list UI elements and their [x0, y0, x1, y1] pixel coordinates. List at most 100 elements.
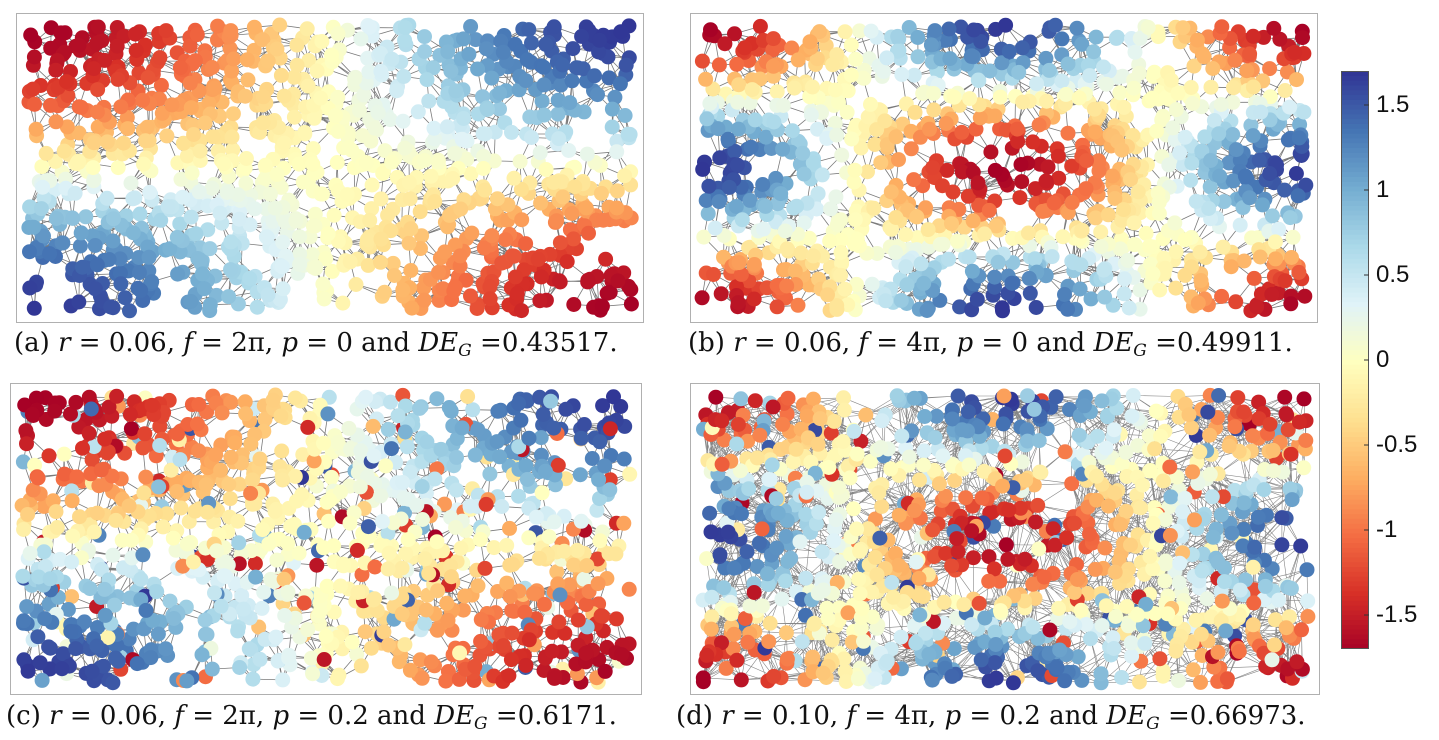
graph-node	[734, 506, 749, 522]
graph-node	[361, 64, 377, 80]
graph-node	[592, 533, 608, 549]
graph-node	[839, 104, 855, 120]
graph-node	[941, 251, 956, 267]
graph-node	[1148, 403, 1164, 419]
graph-node	[888, 129, 904, 145]
graph-node	[591, 472, 607, 488]
graph-node	[1083, 291, 1099, 307]
graph-node	[518, 73, 534, 89]
graph-node	[740, 634, 756, 650]
graph-node	[494, 499, 510, 514]
graph-node	[981, 202, 997, 218]
graph-node	[521, 22, 537, 38]
graph-node	[1155, 473, 1171, 489]
graph-node	[565, 41, 581, 57]
graph-node	[295, 447, 311, 463]
graph-node	[65, 210, 81, 226]
graph-node	[441, 400, 457, 415]
graph-node	[952, 299, 968, 315]
graph-node	[964, 48, 980, 64]
graph-node	[313, 90, 329, 106]
graph-node	[373, 191, 389, 207]
colorbar-segment	[1341, 176, 1369, 183]
graph-node	[609, 133, 625, 149]
graph-node	[236, 601, 251, 617]
graph-node	[805, 155, 821, 171]
graph-node	[836, 651, 852, 667]
graph-node	[153, 77, 169, 93]
graph-node	[1192, 244, 1208, 260]
graph-node	[1223, 259, 1239, 275]
graph-node	[768, 170, 784, 186]
graph-node	[513, 181, 529, 197]
graph-node	[1213, 507, 1229, 523]
graph-node	[140, 70, 156, 86]
graph-node	[143, 650, 159, 666]
graph-node	[1291, 130, 1307, 146]
graph-node	[926, 86, 942, 101]
graph-node	[289, 57, 305, 73]
graph-node	[888, 210, 904, 225]
graph-node	[906, 67, 922, 83]
graph-node	[1026, 401, 1042, 417]
graph-node	[353, 31, 369, 47]
graph-node	[1153, 428, 1169, 444]
graph-node	[995, 478, 1010, 494]
graph-node	[536, 59, 552, 75]
graph-node	[970, 175, 986, 191]
graph-node	[307, 218, 323, 234]
graph-node	[1181, 407, 1197, 423]
graph-node	[1133, 500, 1149, 516]
colorbar-segment	[1341, 143, 1369, 149]
colorbar-segment	[1341, 273, 1369, 279]
graph-node	[199, 627, 215, 643]
graph-node	[829, 217, 845, 233]
graph-node	[1157, 556, 1173, 572]
graph-node	[810, 436, 826, 452]
graph-node	[564, 206, 580, 221]
graph-node	[260, 53, 276, 69]
graph-node	[503, 652, 519, 668]
graph-node	[86, 135, 102, 151]
graph-node	[1227, 52, 1243, 68]
graph-node	[779, 651, 795, 667]
graph-node	[1041, 62, 1057, 78]
graph-node	[20, 507, 36, 522]
graph-node	[362, 19, 377, 35]
graph-node	[353, 658, 369, 674]
graph-node	[109, 388, 125, 404]
graph-node	[37, 611, 53, 627]
colorbar-segment	[1341, 437, 1369, 443]
graph-node	[1283, 446, 1299, 462]
graph-node	[939, 162, 955, 178]
graph-node	[238, 175, 254, 191]
graph-node	[155, 519, 171, 535]
graph-node	[898, 227, 914, 243]
graph-node	[703, 524, 719, 540]
graph-node	[698, 193, 714, 208]
graph-node	[439, 595, 455, 611]
graph-node	[1185, 464, 1201, 480]
graph-node	[295, 174, 311, 190]
graph-node	[1054, 31, 1070, 47]
graph-node	[730, 295, 746, 311]
graph-node	[983, 144, 999, 160]
graph-node	[1297, 288, 1313, 304]
graph-node	[618, 57, 634, 73]
graph-node	[292, 246, 308, 262]
colorbar-segment	[1341, 234, 1369, 241]
graph-node	[63, 623, 79, 639]
graph-node	[710, 121, 726, 137]
graph-node	[482, 466, 498, 482]
graph-node	[549, 564, 565, 580]
graph-node	[401, 235, 417, 251]
graph-node	[373, 488, 389, 504]
graph-node	[1186, 58, 1202, 74]
graph-node	[556, 543, 572, 559]
graph-node	[1014, 174, 1030, 190]
graph-node	[1187, 512, 1202, 528]
graph-node	[273, 179, 289, 195]
colorbar-segment	[1341, 504, 1369, 510]
graph-node	[1168, 102, 1184, 118]
graph-node	[721, 501, 737, 517]
